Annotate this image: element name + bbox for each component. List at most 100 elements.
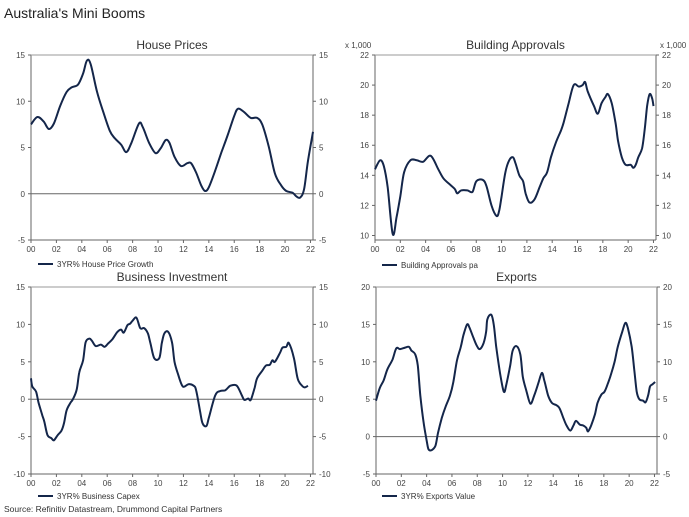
right-unit-label: x 1,000 <box>660 41 687 50</box>
x-tick-label: 22 <box>650 479 659 488</box>
y-tick-label-left: 10 <box>16 97 25 106</box>
y-tick-label-left: 5 <box>366 395 371 404</box>
y-tick-label-right: -5 <box>663 470 671 479</box>
x-tick-label: 18 <box>255 479 264 488</box>
y-tick-label-right: 22 <box>662 51 671 60</box>
x-tick-label: 10 <box>498 479 507 488</box>
y-tick-label-left: 10 <box>360 231 369 240</box>
x-tick-label: 00 <box>27 245 36 254</box>
x-tick-label: 20 <box>625 479 634 488</box>
y-tick-label-left: -5 <box>363 470 371 479</box>
y-tick-label-left: -5 <box>18 433 26 442</box>
x-tick-label: 08 <box>128 479 137 488</box>
legend-label: 3YR% Exports Value <box>401 492 476 501</box>
y-tick-label-right: -5 <box>319 236 327 245</box>
y-tick-label-left: 5 <box>21 358 26 367</box>
x-tick-label: 10 <box>497 245 506 254</box>
x-tick-label: 16 <box>573 245 582 254</box>
y-tick-label-right: 10 <box>662 231 671 240</box>
x-tick-label: 16 <box>230 245 239 254</box>
y-tick-label-right: -10 <box>319 470 331 479</box>
y-tick-label-left: -10 <box>13 470 25 479</box>
x-tick-label: 00 <box>371 245 380 254</box>
y-tick-label-left: 22 <box>360 51 369 60</box>
panel-title: Building Approvals <box>466 38 565 52</box>
source-note: Source: Refinitiv Datastream, Drummond C… <box>4 504 222 514</box>
x-tick-label: 14 <box>204 479 213 488</box>
y-tick-label-right: 0 <box>319 190 324 199</box>
legend-label: Building Approvals pa <box>401 261 478 270</box>
y-tick-label-right: 14 <box>662 171 671 180</box>
x-tick-label: 22 <box>649 245 658 254</box>
y-tick-label-right: 18 <box>662 111 671 120</box>
x-tick-label: 04 <box>421 245 430 254</box>
x-tick-label: 08 <box>472 245 481 254</box>
x-tick-label: 22 <box>306 245 315 254</box>
y-tick-label-right: 15 <box>663 320 672 329</box>
x-tick-label: 10 <box>154 479 163 488</box>
x-tick-label: 06 <box>103 479 112 488</box>
x-tick-label: 00 <box>372 479 381 488</box>
x-tick-label: 04 <box>77 479 86 488</box>
y-tick-label-right: 16 <box>662 141 671 150</box>
y-tick-label-left: 20 <box>360 81 369 90</box>
x-tick-label: 14 <box>204 245 213 254</box>
y-tick-label-left: 12 <box>360 201 369 210</box>
y-tick-label-left: 20 <box>361 283 370 292</box>
x-tick-label: 02 <box>52 245 61 254</box>
series-line <box>374 80 655 236</box>
page-title: Australia's Mini Booms <box>4 5 145 21</box>
x-tick-label: 02 <box>52 479 61 488</box>
x-tick-label: 18 <box>598 245 607 254</box>
y-tick-label-right: 0 <box>319 395 324 404</box>
x-tick-label: 02 <box>396 245 405 254</box>
x-tick-label: 04 <box>77 245 86 254</box>
y-tick-label-left: 18 <box>360 111 369 120</box>
y-tick-label-right: 15 <box>319 283 328 292</box>
x-tick-label: 22 <box>306 479 315 488</box>
series-line <box>30 316 309 442</box>
y-tick-label-right: 12 <box>662 201 671 210</box>
y-tick-label-left: 10 <box>16 320 25 329</box>
series-line <box>30 58 314 199</box>
y-tick-label-left: 14 <box>360 171 369 180</box>
x-tick-label: 14 <box>548 245 557 254</box>
y-tick-label-right: 0 <box>663 433 668 442</box>
x-tick-label: 12 <box>523 479 532 488</box>
panel-title: Exports <box>496 270 537 284</box>
y-tick-label-right: 10 <box>663 358 672 367</box>
x-tick-label: 16 <box>574 479 583 488</box>
y-tick-label-right: 5 <box>319 358 324 367</box>
y-tick-label-left: 15 <box>361 320 370 329</box>
x-tick-label: 18 <box>599 479 608 488</box>
panel-title: Business Investment <box>117 270 228 284</box>
y-tick-label-right: 5 <box>319 144 324 153</box>
x-tick-label: 16 <box>230 479 239 488</box>
y-tick-label-left: 15 <box>16 51 25 60</box>
y-tick-label-left: 0 <box>366 433 371 442</box>
panel-title: House Prices <box>136 38 207 52</box>
x-tick-label: 20 <box>281 245 290 254</box>
y-tick-label-left: 0 <box>21 190 26 199</box>
y-tick-label-left: 15 <box>16 283 25 292</box>
y-tick-label-right: 20 <box>662 81 671 90</box>
x-tick-label: 08 <box>128 245 137 254</box>
y-tick-label-left: 16 <box>360 141 369 150</box>
legend-label: 3YR% Business Capex <box>57 492 140 501</box>
left-unit-label: x 1,000 <box>345 41 372 50</box>
y-tick-label-right: 5 <box>663 395 668 404</box>
chart-panel-3: Business Investment -10 -10 -5 -5 0 0 5 5 10 10 15 1… <box>13 270 331 501</box>
y-tick-label-right: 10 <box>319 320 328 329</box>
x-tick-label: 06 <box>447 479 456 488</box>
x-tick-label: 08 <box>473 479 482 488</box>
y-tick-label-right: 20 <box>663 283 672 292</box>
x-tick-label: 02 <box>397 479 406 488</box>
y-tick-label-right: 15 <box>319 51 328 60</box>
y-tick-label-right: -5 <box>319 433 327 442</box>
y-tick-label-right: 10 <box>319 97 328 106</box>
x-tick-label: 06 <box>446 245 455 254</box>
y-tick-label-left: 0 <box>21 395 26 404</box>
